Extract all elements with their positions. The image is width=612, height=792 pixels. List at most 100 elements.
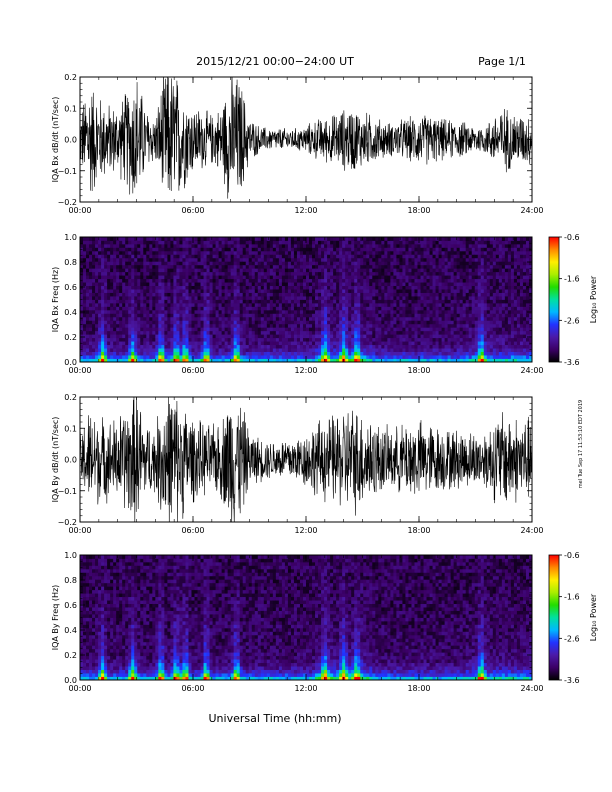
spectrogram-cell	[296, 285, 301, 290]
spectrogram-cell	[306, 257, 310, 262]
spectrogram-cell	[254, 344, 259, 349]
spectrogram-cell	[185, 264, 189, 269]
spectrogram-cell	[218, 296, 223, 300]
spectrogram-cell	[381, 309, 385, 314]
spectrogram-cell	[462, 348, 467, 352]
spectrogram-cell	[369, 348, 373, 352]
spectrogram-cell	[387, 282, 391, 287]
spectrogram-cell	[456, 320, 461, 325]
spectrogram-cell	[278, 268, 283, 273]
spectrogram-cell	[396, 306, 400, 311]
spectrogram-cell	[80, 292, 84, 297]
spectrogram-cell	[453, 313, 458, 318]
spectrogram-cell	[221, 327, 226, 332]
spectrogram-cell	[104, 285, 108, 290]
spectrogram-cell	[414, 334, 418, 339]
spectrogram-cell	[176, 289, 180, 293]
spectrogram-cell	[402, 306, 406, 311]
spectrogram-cell	[351, 358, 355, 362]
spectrogram-cell	[284, 358, 289, 362]
spectrogram-cell	[333, 299, 337, 304]
spectrogram-cell	[450, 334, 455, 339]
spectrogram-cell	[417, 282, 421, 287]
spectrogram-cell	[125, 254, 129, 259]
spectrogram-cell	[345, 337, 349, 342]
spectrogram-cell	[191, 282, 195, 287]
spectrogram-cell	[468, 348, 473, 352]
spectrogram-cell	[381, 355, 385, 359]
spectrogram-cell	[155, 261, 159, 266]
spectrogram-cell	[110, 261, 114, 266]
spectrogram-cell	[351, 320, 355, 325]
spectrogram-cell	[251, 358, 256, 362]
spectrogram-cell	[266, 257, 271, 262]
spectrogram-cell	[381, 282, 385, 287]
spectrogram-cell	[438, 320, 442, 325]
spectrogram-cell	[474, 334, 479, 339]
spectrogram-cell	[248, 240, 253, 245]
spectrogram-cell	[384, 302, 388, 307]
spectrogram-cell	[402, 320, 406, 325]
spectrogram-cell	[330, 275, 334, 280]
spectrogram-cell	[206, 240, 210, 245]
spectrogram-cell	[309, 351, 313, 356]
spectrogram-cell	[230, 278, 235, 283]
spectrogram-cell	[134, 285, 138, 290]
spectrogram-cell	[140, 250, 144, 255]
spectrogram-cell	[182, 355, 186, 359]
spectrogram-cell	[453, 243, 458, 248]
spectrogram-cell	[456, 237, 461, 241]
spectrogram-cell	[185, 306, 189, 311]
spectrogram-cell	[483, 313, 488, 318]
spectrogram-cell	[215, 327, 220, 332]
spectrogram-cell	[134, 302, 138, 307]
spectrogram-cell	[447, 330, 452, 335]
spectrogram-cell	[426, 341, 430, 346]
x-tick-label: 00:00	[68, 206, 91, 215]
spectrogram-cell	[441, 323, 446, 328]
spectrogram-cell	[143, 247, 147, 252]
spectrogram-cell	[257, 289, 262, 293]
spectrogram-cell	[218, 341, 223, 346]
spectrogram-cell	[351, 302, 355, 307]
spectrogram-cell	[281, 337, 286, 342]
spectrogram-cell	[173, 348, 177, 352]
spectrogram-cell	[339, 261, 343, 266]
spectrogram-cell	[275, 278, 280, 283]
spectrogram-cell	[140, 341, 144, 346]
spectrogram-cell	[441, 348, 446, 352]
spectrogram-cell	[116, 299, 120, 304]
spectrogram-cell	[345, 302, 349, 307]
spectrogram-cell	[348, 237, 352, 241]
spectrogram-cell	[161, 313, 165, 318]
spectrogram-cell	[372, 264, 376, 269]
spectrogram-cell	[209, 316, 213, 321]
spectrogram-cell	[420, 278, 424, 283]
spectrogram-cell	[239, 348, 244, 352]
spectrogram-cell	[98, 299, 102, 304]
spectrogram-cell	[375, 292, 379, 297]
spectrogram-cell	[381, 341, 385, 346]
spectrogram-cell	[98, 271, 102, 276]
spectrogram-cell	[296, 302, 301, 307]
spectrogram-cell	[315, 351, 319, 356]
spectrogram-cell	[360, 250, 364, 255]
spectrogram-cell	[182, 240, 186, 245]
spectrogram-cell	[233, 240, 238, 245]
spectrogram-cell	[92, 355, 96, 359]
spectrogram-cell	[369, 275, 373, 280]
spectrogram-cell	[444, 320, 449, 325]
spectrogram-cell	[459, 240, 464, 245]
spectrogram-cell	[315, 316, 319, 321]
spectrogram-cell	[284, 296, 289, 300]
spectrogram-cell	[137, 334, 141, 339]
spectrogram-cell	[429, 309, 433, 314]
spectrogram-cell	[327, 306, 331, 311]
spectrogram-cell	[86, 292, 90, 297]
spectrogram-cell	[309, 240, 313, 245]
spectrogram-cell	[309, 261, 313, 266]
spectrogram-cell	[345, 250, 349, 255]
spectrogram-cell	[366, 330, 370, 335]
spectrogram-cell	[290, 296, 295, 300]
spectrogram-cell	[176, 341, 180, 346]
